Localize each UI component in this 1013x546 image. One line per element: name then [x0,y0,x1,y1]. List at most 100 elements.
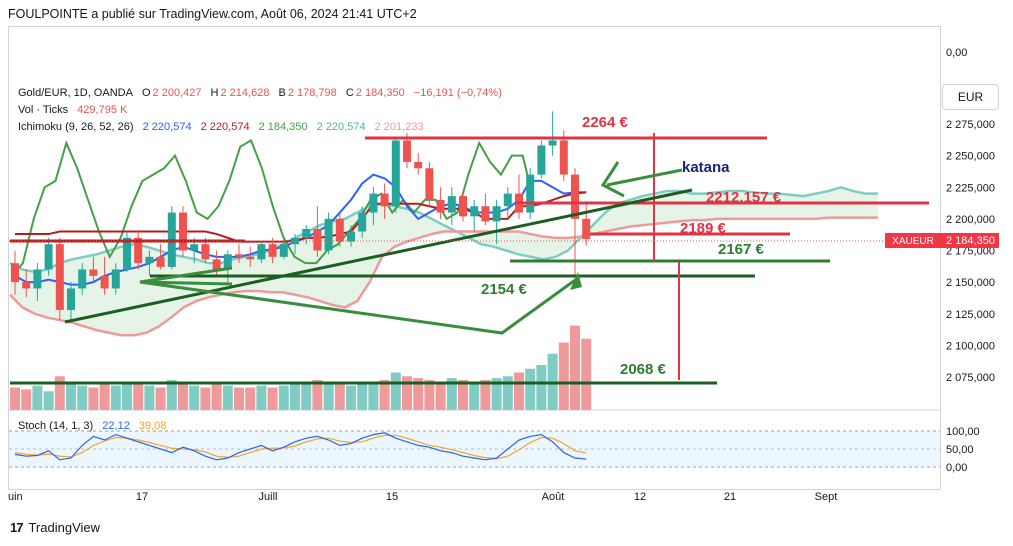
stoch-tick-label: 50,00 [946,444,974,456]
volume-bar [491,378,502,410]
volume-bar [66,383,76,410]
volume-bar [122,381,132,410]
time-tick-label: Sept [815,491,838,503]
candle-body [89,269,98,276]
candle-body [134,237,143,264]
volume-bar [502,376,513,410]
volume-bar [558,342,569,410]
volume-bar [413,378,424,410]
volume-bar [189,385,200,410]
volume-bar [290,383,300,410]
stoch-legend: Stoch (14, 1, 3) 22,12 39,08 [18,419,168,434]
label-katana: katana [682,159,730,176]
candle-body [492,206,501,222]
close-label: C [345,87,354,99]
volume-value: 429,795 K [77,104,128,116]
candle-body [436,199,445,213]
candle-body [548,140,557,146]
price-tick-label: 2 100,000 [946,340,995,352]
candle-body [414,161,423,169]
candle-body [55,244,64,310]
volume-bar [301,381,312,410]
ichimoku-span-a: 2 220,574 [316,121,366,133]
candle-body [33,269,42,289]
volume-bar [77,385,88,410]
candle-body [302,228,311,238]
volume-bar [536,365,547,410]
candle-body [44,244,53,270]
label-2068: 2068 € [620,361,667,378]
chart-frame[interactable] [8,26,941,490]
candle-body [67,288,75,310]
change-value: −16,191 (−0,74%) [413,87,502,99]
volume-bar [570,325,580,410]
candle-body [470,206,479,217]
volume-bar [88,387,99,410]
price-tick-label: 2 175,000 [946,246,995,258]
close-value: 2 184,350 [355,87,405,99]
symbol-label: Gold/EUR, 1D, OANDA [18,87,133,99]
volume-bar [323,381,334,410]
trendline [64,188,693,324]
price-tick-label: 2 250,000 [946,151,995,163]
katana-arrowhead [600,161,625,198]
price-tick-label: 2 225,000 [946,182,995,194]
candle-body [156,256,165,267]
high-value: 2 214,628 [220,87,270,99]
volume-bar [334,383,345,410]
stoch-d: 39,08 [138,420,167,432]
ichimoku-span-b-line [9,216,878,337]
low-label: B [278,87,286,99]
ichimoku-tenkan: 2 220,574 [142,121,192,133]
candle-body [123,237,131,270]
volume-bar [144,385,155,410]
candle-body [571,174,579,219]
volume-bar [178,381,188,410]
candle-body [526,174,535,213]
volume-bar [10,387,20,410]
volume-bar [525,368,536,410]
volume-bar [424,380,435,410]
candle-body [145,256,154,264]
zigzag-arm [139,266,233,284]
price-tick-label: 2 125,000 [946,309,995,321]
volume-bar [458,380,468,410]
volume-bar [110,385,121,410]
volume-bar [435,381,446,410]
ichimoku-label: Ichimoku (9, 26, 52, 26) [18,121,134,133]
time-tick-label: 17 [136,491,148,503]
stoch-k-line [14,432,587,461]
candle-body [503,193,512,207]
currency-button[interactable]: EUR [942,84,999,110]
arrowhead-up [570,272,582,290]
volume-bar [402,376,412,410]
volume-bar [278,385,289,410]
ichimoku-kijun: 2 220,574 [200,121,250,133]
stoch-label: Stoch (14, 1, 3) [18,420,94,432]
candle-body [380,193,389,207]
volume-bar [379,380,390,410]
volume-label: Vol · Ticks [18,104,69,116]
volume-bar [211,383,222,410]
open-value: 2 200,427 [152,87,202,99]
candle-body [235,254,243,257]
brand-label: TradingView [28,520,101,535]
candle-body [190,244,199,251]
ichimoku-span-a-line [9,185,878,274]
candle-body [335,218,344,242]
volume-bar [480,380,491,410]
volume-bar [21,389,32,410]
volume-bar [390,372,401,410]
label-2154: 2154 € [481,281,528,298]
price-tick-label: 2 275,000 [946,119,995,131]
stoch-tick-label: 100,00 [946,426,980,438]
candle-body [11,263,19,283]
candle-body [111,269,120,289]
candle-body [246,256,255,260]
candle-body [391,140,400,207]
candle-body [268,244,277,257]
label-2167: 2167 € [718,241,765,258]
volume-bar [222,385,233,410]
volume-bar [133,383,144,410]
